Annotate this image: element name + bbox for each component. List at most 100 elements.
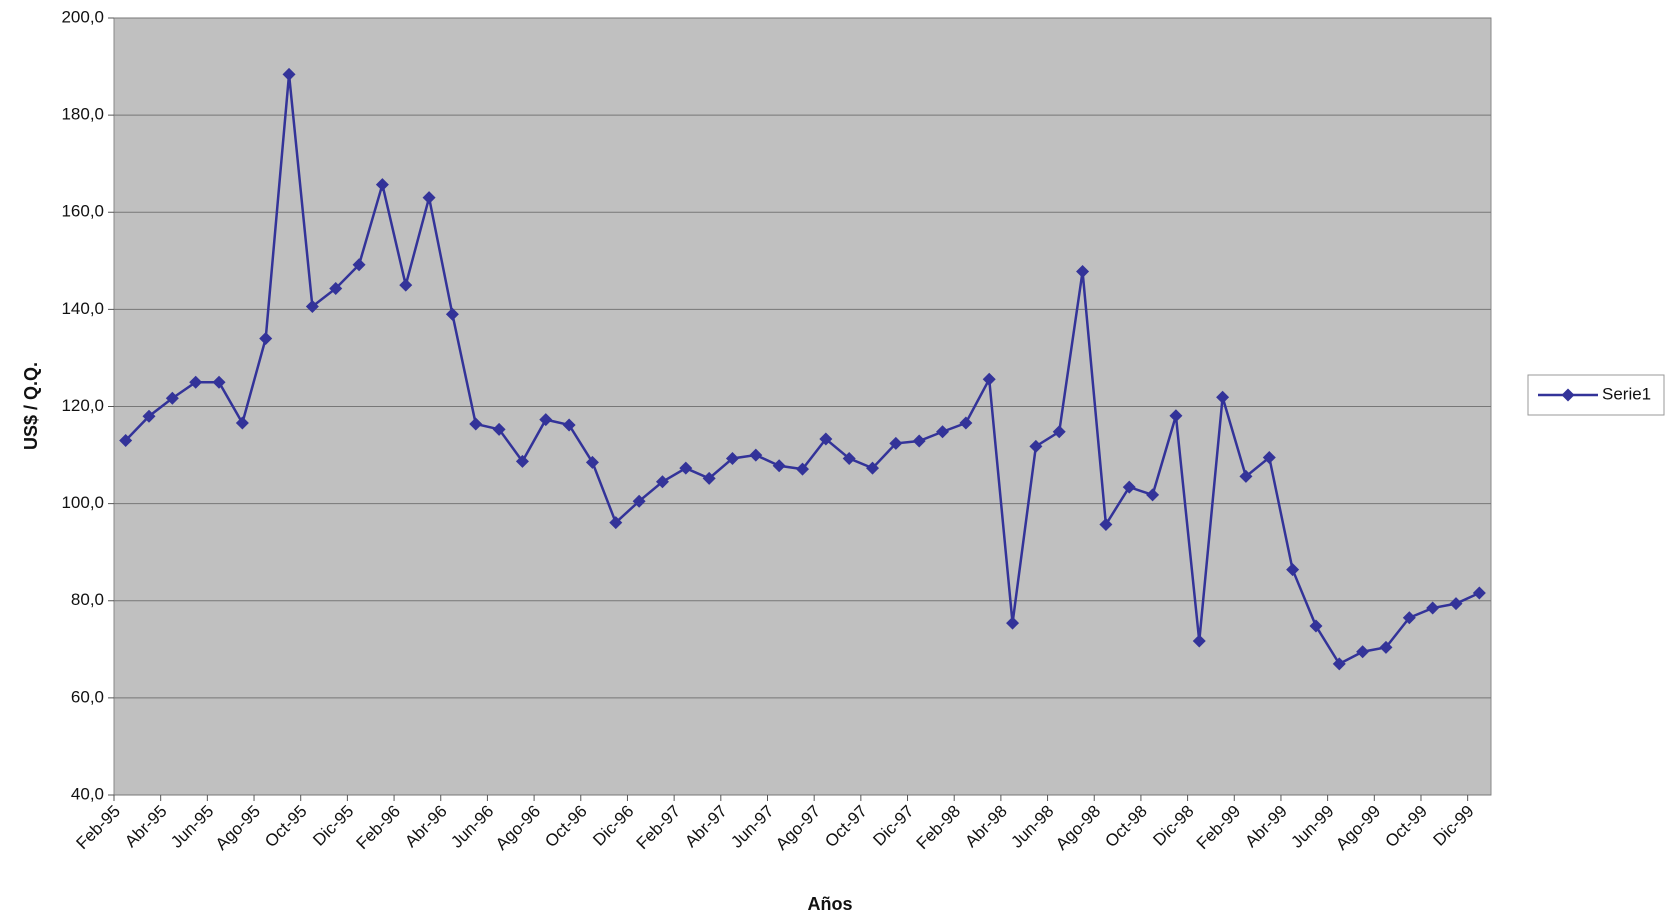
x-tick-label: Ago-97 — [772, 802, 824, 854]
data-point — [165, 391, 179, 405]
data-point — [1309, 619, 1323, 633]
y-tick-label: 60,0 — [71, 687, 104, 706]
data-point — [1472, 586, 1486, 600]
data-point — [936, 425, 950, 439]
y-tick-label: 120,0 — [61, 396, 104, 415]
data-point — [329, 281, 343, 295]
data-point — [259, 332, 273, 346]
data-point — [1076, 264, 1090, 278]
data-point — [142, 409, 156, 423]
legend-label: Serie1 — [1602, 384, 1651, 403]
x-tick-label: Dic-97 — [869, 802, 917, 850]
x-tick-label: Oct-96 — [541, 802, 591, 852]
data-point — [562, 418, 576, 432]
y-tick-label: 80,0 — [71, 590, 104, 609]
x-tick-label: Jun-99 — [1287, 802, 1337, 852]
data-point — [282, 67, 296, 81]
data-point — [702, 471, 716, 485]
x-tick-label: Abr-97 — [681, 802, 731, 852]
x-tick-label: Oct-98 — [1101, 802, 1151, 852]
data-point — [819, 432, 833, 446]
data-point — [1122, 480, 1136, 494]
x-tick-label: Ago-95 — [212, 802, 264, 854]
x-tick-label: Jun-95 — [167, 802, 217, 852]
x-tick-label: Dic-98 — [1149, 802, 1197, 850]
data-point — [1239, 469, 1253, 483]
data-point — [959, 416, 973, 430]
x-tick-label: Dic-95 — [309, 802, 357, 850]
x-tick-label: Feb-99 — [1193, 802, 1245, 854]
x-tick-label: Feb-97 — [633, 802, 685, 854]
data-point — [749, 448, 763, 462]
data-point — [375, 178, 389, 192]
y-tick-label: 160,0 — [61, 202, 104, 221]
x-tick-label: Abr-98 — [961, 802, 1011, 852]
data-point — [725, 451, 739, 465]
data-point — [515, 454, 529, 468]
data-point — [445, 307, 459, 321]
data-point — [1402, 611, 1416, 625]
data-point — [1146, 488, 1160, 502]
data-point — [1379, 640, 1393, 654]
data-point — [492, 422, 506, 436]
x-tick-label: Ago-99 — [1332, 802, 1384, 854]
data-point — [842, 451, 856, 465]
data-point — [1192, 634, 1206, 648]
data-point — [1332, 657, 1346, 671]
data-point — [1029, 439, 1043, 453]
data-point — [655, 475, 669, 489]
data-point — [1099, 518, 1113, 532]
data-point — [119, 433, 133, 447]
x-tick-label: Abr-99 — [1241, 802, 1291, 852]
x-tick-label: Feb-98 — [913, 802, 965, 854]
data-point — [305, 299, 319, 313]
data-point — [352, 258, 366, 272]
x-tick-label: Jun-97 — [727, 802, 777, 852]
data-point — [1006, 616, 1020, 630]
data-point — [632, 494, 646, 508]
x-tick-label: Oct-97 — [821, 802, 871, 852]
data-point — [1216, 390, 1230, 404]
y-axis-title: US$ / Q.Q. — [21, 362, 41, 450]
x-tick-label: Dic-99 — [1429, 802, 1477, 850]
data-point — [1286, 563, 1300, 577]
x-tick-label: Abr-96 — [401, 802, 451, 852]
x-tick-label: Jun-96 — [447, 802, 497, 852]
data-point — [609, 516, 623, 530]
data-point — [982, 372, 996, 386]
data-point — [1052, 425, 1066, 439]
data-point — [1356, 645, 1370, 659]
data-point — [585, 455, 599, 469]
y-tick-label: 40,0 — [71, 784, 104, 803]
data-point — [796, 462, 809, 476]
data-point — [1169, 409, 1183, 423]
data-point — [1426, 601, 1440, 615]
x-tick-label: Oct-99 — [1381, 802, 1431, 852]
data-point — [912, 434, 926, 448]
y-tick-label: 200,0 — [61, 7, 104, 26]
x-axis-title: Años — [808, 894, 853, 914]
legend-marker — [1561, 388, 1575, 402]
data-point — [539, 413, 553, 427]
data-point — [1449, 597, 1463, 611]
data-point — [189, 375, 203, 389]
x-tick-label: Oct-95 — [261, 802, 311, 852]
data-point — [212, 375, 226, 389]
data-point — [679, 461, 693, 475]
data-point — [469, 417, 483, 431]
x-tick-label: Abr-95 — [121, 802, 171, 852]
x-tick-label: Jun-98 — [1007, 802, 1057, 852]
data-point — [235, 416, 249, 430]
data-point — [399, 278, 413, 292]
x-tick-label: Feb-96 — [353, 802, 405, 854]
x-tick-label: Dic-96 — [589, 802, 637, 850]
x-tick-label: Ago-96 — [492, 802, 544, 854]
data-point — [772, 459, 786, 473]
y-tick-label: 180,0 — [61, 105, 104, 124]
data-point — [866, 461, 880, 475]
data-point — [1262, 450, 1276, 464]
y-tick-label: 100,0 — [61, 493, 104, 512]
y-tick-label: 140,0 — [61, 299, 104, 318]
x-tick-label: Ago-98 — [1052, 802, 1104, 854]
